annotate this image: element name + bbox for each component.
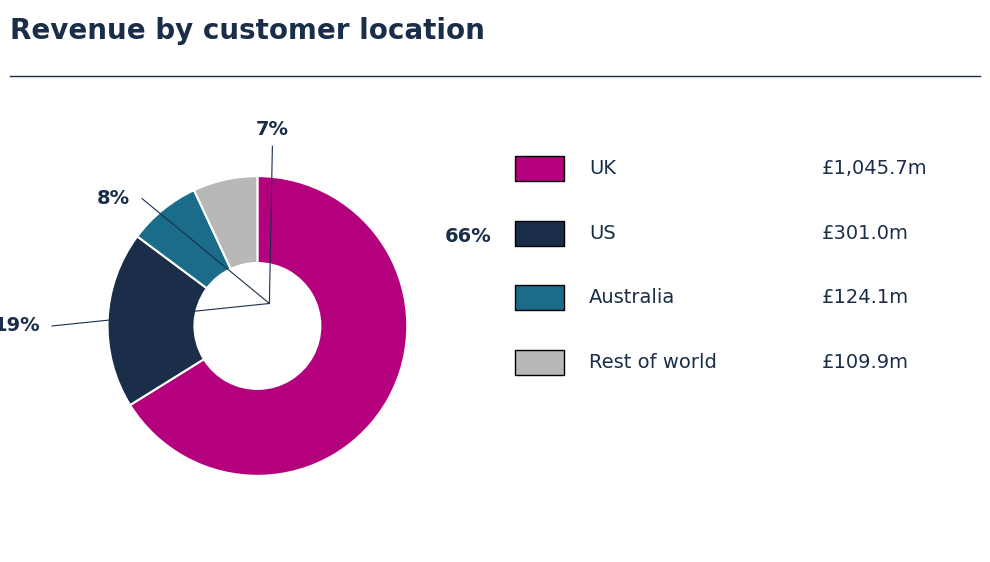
Wedge shape xyxy=(130,176,407,476)
Text: Rest of world: Rest of world xyxy=(589,353,717,372)
Text: Australia: Australia xyxy=(589,288,675,307)
Text: £124.1m: £124.1m xyxy=(822,288,909,307)
Wedge shape xyxy=(108,237,207,405)
Text: £109.9m: £109.9m xyxy=(822,353,909,372)
Wedge shape xyxy=(194,176,257,269)
Text: 66%: 66% xyxy=(445,226,491,246)
Text: 19%: 19% xyxy=(0,316,40,336)
Text: £1,045.7m: £1,045.7m xyxy=(822,159,928,178)
Text: 8%: 8% xyxy=(97,189,130,208)
Text: £301.0m: £301.0m xyxy=(822,224,909,243)
Text: UK: UK xyxy=(589,159,616,178)
Wedge shape xyxy=(138,190,231,288)
Text: US: US xyxy=(589,224,616,243)
Text: Revenue by customer location: Revenue by customer location xyxy=(10,17,485,45)
Text: 7%: 7% xyxy=(255,120,289,139)
